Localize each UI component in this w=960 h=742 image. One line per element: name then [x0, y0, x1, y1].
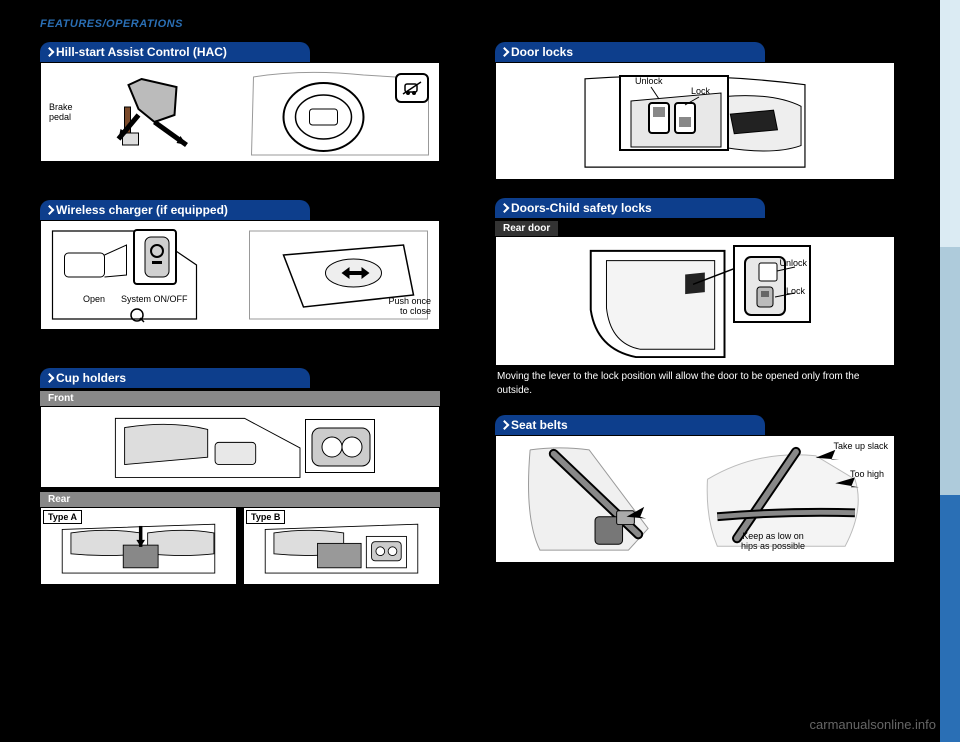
section-door-locks: Door locks	[495, 42, 900, 180]
hac-panel-right	[242, 67, 435, 157]
hac-figure: Brake pedal	[40, 62, 440, 162]
cup-rear-a: Type A	[40, 507, 237, 585]
wireless-button-callout	[133, 229, 177, 285]
page-header: FEATURES/OPERATIONS	[40, 18, 445, 30]
door-callout: Unlock Lock	[619, 75, 729, 151]
hac-panel-left: Brake pedal	[45, 67, 238, 157]
section-hac: Hill-start Assist Control (HAC) Brake pe…	[40, 42, 445, 162]
wireless-panel-right: Push once to close	[242, 225, 435, 325]
hac-indicator-icon	[395, 73, 429, 103]
hac-brake-label: Brake pedal	[49, 103, 73, 123]
wireless-figure: Open System ON/OFF Push once to close	[40, 220, 440, 330]
section-cup: Cup holders Front	[40, 368, 445, 585]
cup-rear-row: Type A Type B	[40, 507, 440, 585]
cup-title: Cup holders	[40, 368, 310, 388]
door-lock-label: Lock	[691, 87, 710, 97]
seat-high-label: Too high	[850, 470, 884, 480]
section-child-lock: Doors-Child safety locks Rear door	[495, 198, 900, 397]
left-column: FEATURES/OPERATIONS Hill-start Assist Co…	[40, 18, 445, 742]
cup-front-callout	[305, 419, 375, 473]
child-figure: Unlock Lock	[495, 236, 895, 366]
seat-low-label: Keep as low on hips as possible	[741, 532, 805, 552]
child-unlock-label: Unlock	[779, 259, 807, 269]
wireless-push-label: Push once to close	[388, 297, 431, 317]
child-caption: Moving the lever to the lock position wi…	[495, 366, 895, 397]
cup-rear-label: Rear	[40, 492, 440, 507]
watermark: carmanualsonline.info	[810, 717, 936, 732]
seat-slack-label: Take up slack	[833, 442, 888, 452]
seat-panel-right: Take up slack Too high Keep as low on hi…	[697, 440, 890, 558]
section-seat-belts: Seat belts	[495, 415, 900, 563]
cup-type-b-tag: Type B	[246, 510, 285, 524]
door-panel: Unlock Lock	[575, 67, 815, 175]
child-title: Doors-Child safety locks	[495, 198, 765, 218]
child-callout: Unlock Lock	[733, 245, 811, 323]
wireless-panel-left: Open System ON/OFF	[45, 225, 238, 325]
child-panel: Unlock Lock	[575, 241, 815, 361]
right-column: Door locks	[495, 18, 900, 742]
section-wireless: Wireless charger (if equipped)	[40, 200, 445, 330]
seat-title: Seat belts	[495, 415, 765, 435]
seat-figure: Take up slack Too high Keep as low on hi…	[495, 435, 895, 563]
wireless-title: Wireless charger (if equipped)	[40, 200, 310, 220]
cup-front-label: Front	[40, 391, 440, 406]
cup-rear-b: Type B	[243, 507, 440, 585]
door-title: Door locks	[495, 42, 765, 62]
child-rear-label: Rear door	[495, 221, 558, 236]
child-lock-label: Lock	[786, 287, 805, 297]
seat-panel-left	[500, 440, 693, 558]
wireless-open-label: Open	[83, 295, 105, 305]
cup-front-panel	[45, 411, 435, 483]
door-figure: Unlock Lock	[495, 62, 895, 180]
door-unlock-label: Unlock	[635, 77, 663, 87]
wireless-system-label: System ON/OFF	[121, 295, 188, 305]
qi-icon	[129, 307, 145, 323]
hac-title: Hill-start Assist Control (HAC)	[40, 42, 310, 62]
page-edge-tabs	[940, 0, 960, 742]
cup-type-a-tag: Type A	[43, 510, 82, 524]
cup-front-figure	[40, 406, 440, 488]
